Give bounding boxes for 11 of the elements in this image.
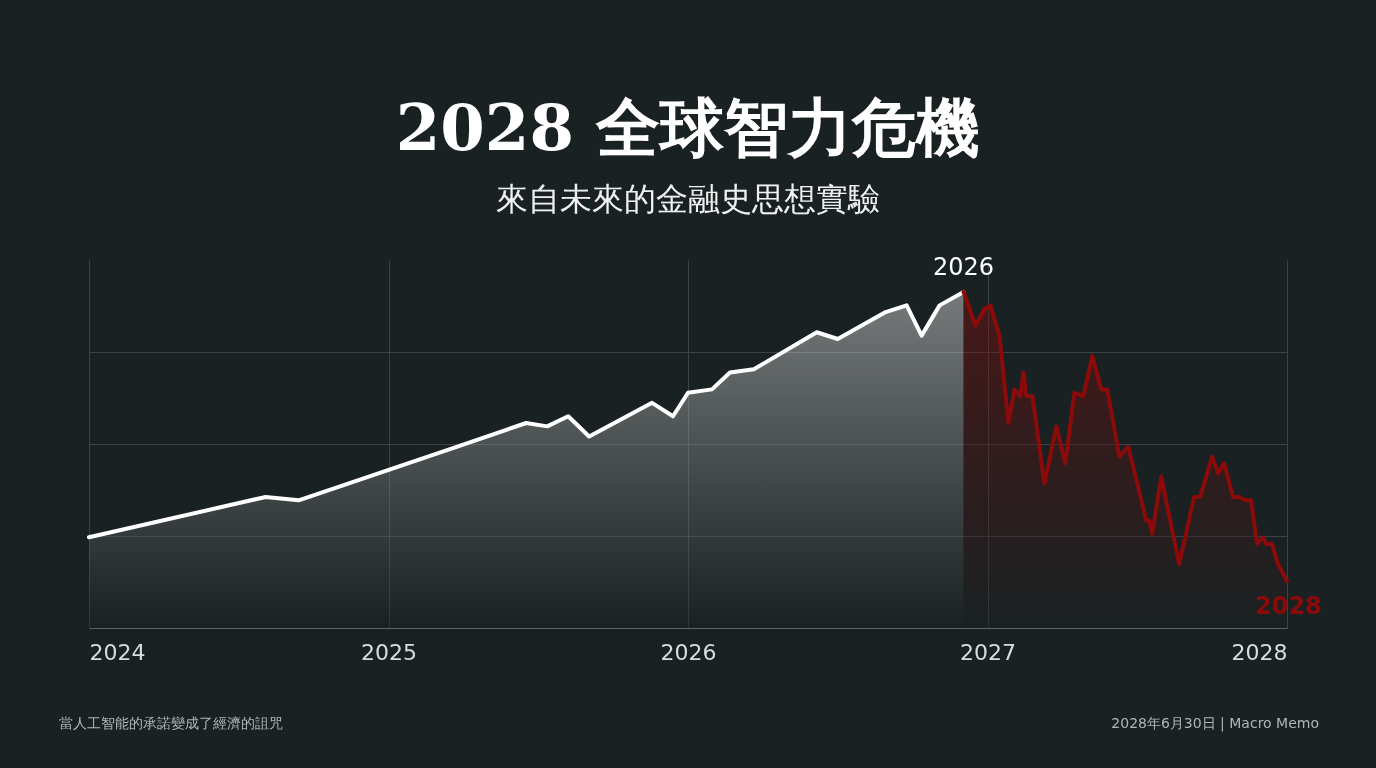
chart-subtitle: 來自未來的金融史思想實驗 — [496, 179, 880, 218]
x-tick-label: 2026 — [660, 639, 717, 665]
x-tick-label: 2027 — [960, 639, 1016, 665]
x-tick-label: 2025 — [361, 639, 417, 665]
chart-title: 2028 全球智力危機 — [395, 89, 981, 165]
text: 當人工智能的承諾變成了經濟的詛咒 — [59, 715, 283, 731]
text: 2028年6月30日 | Macro Memo — [1111, 715, 1319, 732]
x-tick-label: 2024 — [89, 639, 146, 665]
annotation: 2028 — [1255, 591, 1322, 620]
x-tick-label: 2028 — [1231, 639, 1288, 665]
annotation: 2026 — [933, 252, 995, 281]
